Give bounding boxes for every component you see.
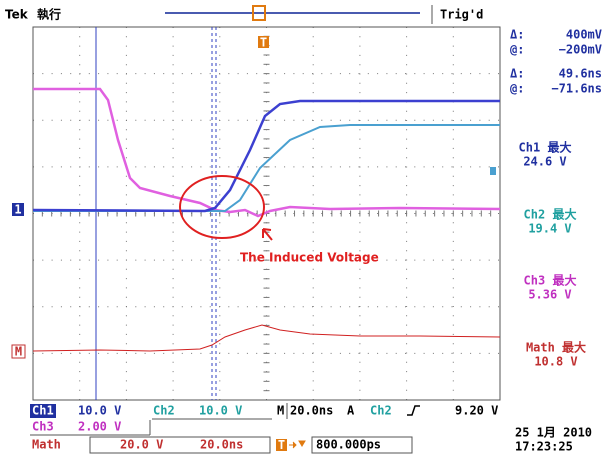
ch1-marker-label: 1 — [14, 203, 21, 217]
measurement-name: Math 最大 — [526, 340, 586, 355]
measurement-value: 5.36 V — [528, 288, 571, 302]
position-value: 800.000ps — [316, 438, 381, 452]
measurement-value: 19.4 V — [528, 222, 571, 236]
cursor-label: Δ: — [510, 67, 524, 81]
ch2-level — [490, 167, 496, 175]
timebase-value: 20.0ns — [290, 404, 333, 418]
trigger-source: Ch2 — [370, 404, 392, 418]
annotation: The Induced Voltage — [240, 251, 379, 265]
position-marker-label: T — [278, 438, 285, 452]
math-marker-label: M — [15, 345, 22, 359]
record-window — [252, 5, 266, 21]
cursor-label: @: — [510, 43, 524, 57]
brand: Tek — [5, 8, 29, 22]
ch1-marker — [12, 203, 24, 216]
ch2-name: Ch2 — [153, 404, 175, 418]
highlight-ellipse — [179, 175, 265, 239]
trigger-slope — [407, 405, 420, 416]
math-trace — [32, 324, 501, 352]
ch2-trace — [33, 124, 500, 212]
math-scale: 20.0 V — [120, 438, 163, 452]
cursor-value: −200mV — [559, 43, 602, 57]
cursor-label: Δ: — [510, 28, 524, 42]
measurement-value: 10.8 V — [534, 355, 577, 369]
math-time: 20.0ns — [200, 438, 243, 452]
trigger-position — [258, 36, 269, 48]
ch3-name: Ch3 — [32, 420, 54, 434]
trigger-status: Trig'd — [440, 8, 483, 22]
position-box — [311, 436, 413, 454]
measurement-value: 24.6 V — [523, 155, 566, 169]
measurement-name: Ch2 最大 — [524, 207, 577, 222]
run-mode: 執行 — [37, 7, 61, 22]
math-box — [89, 436, 271, 454]
position-marker — [276, 439, 287, 451]
ch1-name: Ch1 — [32, 404, 54, 418]
position-arrow — [289, 440, 306, 449]
math-name: Math — [32, 438, 61, 452]
ch2-scale: 10.0 V — [199, 404, 242, 418]
date: 25 1月 2010 — [515, 426, 592, 440]
cursor-value: 400mV — [566, 28, 602, 42]
trigger-position-label: T — [260, 36, 267, 50]
graticule-border — [32, 26, 501, 401]
measurement-name: Ch1 最大 — [519, 140, 572, 155]
annotation-arrow — [262, 228, 273, 241]
measurement-name: Ch3 最大 — [524, 273, 577, 288]
cursor-label: @: — [510, 82, 524, 96]
timebase-label: M — [277, 404, 284, 418]
trigger-label: A — [347, 404, 355, 418]
time: 17:23:25 — [515, 440, 573, 454]
trigger-level: 9.20 V — [455, 404, 498, 418]
cursor-value: −71.6ns — [551, 82, 602, 96]
ch1-scale: 10.0 V — [78, 404, 121, 418]
ch1-badge — [30, 404, 56, 418]
cursor-value: 49.6ns — [559, 67, 602, 81]
ch1-trace — [32, 99, 500, 213]
ch3-scale: 2.00 V — [78, 420, 121, 434]
math-marker — [11, 344, 26, 359]
